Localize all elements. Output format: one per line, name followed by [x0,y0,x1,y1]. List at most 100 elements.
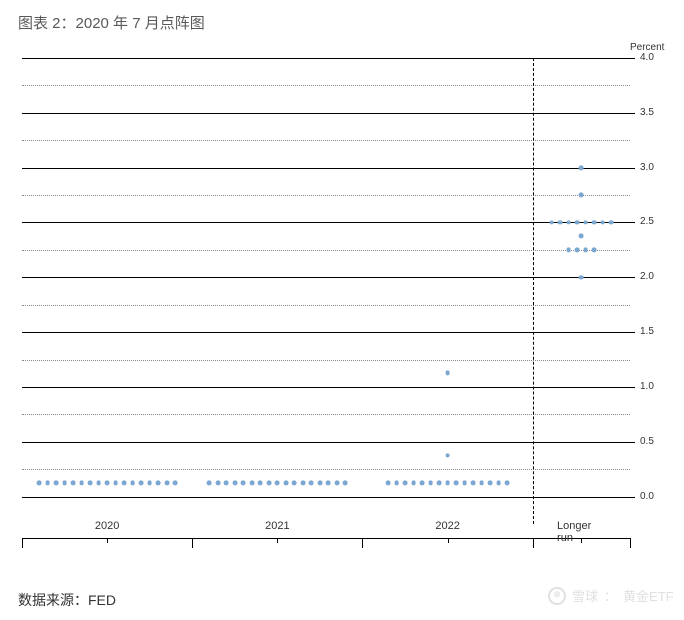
data-dot [88,480,93,485]
data-dot [592,247,597,252]
data-dot [579,165,584,170]
data-dot [130,480,135,485]
dot-plot-chart: 0.00.51.01.52.02.53.03.54.0202020212022L… [22,58,630,550]
y-tick-mark [630,222,635,223]
data-dot [156,480,161,485]
y-tick-mark [630,277,635,278]
gridline-minor [22,140,630,141]
chart-title: 图表 2：2020 年 7 月点阵图 [18,12,205,33]
data-dot [420,480,425,485]
x-tick-label: 2020 [95,520,119,532]
data-dot [549,220,554,225]
data-dot [394,480,399,485]
data-dot [45,480,50,485]
data-dot [575,247,580,252]
source-caption: 数据来源：FED [18,590,116,610]
data-dot [283,480,288,485]
data-dot [79,480,84,485]
x-axis-category-sep [533,538,534,548]
y-tick-label: 3.0 [640,162,654,173]
data-dot [224,480,229,485]
data-dot [558,220,563,225]
data-dot [241,480,246,485]
data-dot [335,480,340,485]
data-dot [445,480,450,485]
data-dot [266,480,271,485]
x-axis-category-sep [192,538,193,548]
data-dot [318,480,323,485]
gridline-minor [22,85,630,86]
gridline-major [22,387,630,388]
data-dot [462,480,467,485]
data-dot [583,220,588,225]
data-dot [232,480,237,485]
data-dot [96,480,101,485]
watermark-author: 黄金ETF [623,586,674,605]
data-dot [600,220,605,225]
data-dot [215,480,220,485]
watermark-sep: ： [604,586,617,605]
gridline-major [22,332,630,333]
y-tick-label: 0.5 [640,436,654,447]
data-dot [37,480,42,485]
data-dot [437,480,442,485]
data-dot [445,453,450,458]
data-dot [566,247,571,252]
data-dot [164,480,169,485]
gridline-minor [22,414,630,415]
gridline-major [22,277,630,278]
data-dot [566,220,571,225]
data-dot [386,480,391,485]
x-tick-mark [107,538,108,543]
x-tick-mark [277,538,278,543]
y-tick-label: 2.5 [640,216,654,227]
data-dot [139,480,144,485]
y-tick-mark [630,332,635,333]
gridline-minor [22,250,630,251]
data-dot [496,480,501,485]
watermark: ❄ 雪球 ： 黄金ETF [548,586,674,605]
gridline-major [22,442,630,443]
gridline-major [22,168,630,169]
snowball-icon: ❄ [548,587,566,605]
gridline-major [22,113,630,114]
data-dot [471,480,476,485]
data-dot [583,247,588,252]
x-tick-mark [448,538,449,543]
y-tick-label: 1.0 [640,381,654,392]
x-tick-label: 2022 [435,520,459,532]
data-dot [113,480,118,485]
data-dot [609,220,614,225]
data-dot [403,480,408,485]
y-tick-label: 1.5 [640,326,654,337]
data-dot [54,480,59,485]
x-tick-mark [581,538,582,543]
data-dot [275,480,280,485]
gridline-minor [22,360,630,361]
x-tick-label: 2021 [265,520,289,532]
data-dot [249,480,254,485]
data-dot [479,480,484,485]
gridline-minor [22,195,630,196]
y-tick-mark [630,442,635,443]
y-tick-mark [630,497,635,498]
x-axis-line [22,538,630,539]
y-tick-mark [630,387,635,388]
data-dot [592,220,597,225]
data-dot [105,480,110,485]
gridline-minor [22,469,630,470]
y-tick-label: 0.0 [640,491,654,502]
x-axis-category-sep [362,538,363,548]
data-dot [122,480,127,485]
data-dot [579,234,584,239]
data-dot [505,480,510,485]
y-tick-label: 4.0 [640,52,654,63]
x-axis-endcap [630,538,631,548]
category-separator [533,58,534,524]
data-dot [488,480,493,485]
y-tick-label: 3.5 [640,107,654,118]
data-dot [411,480,416,485]
data-dot [300,480,305,485]
y-tick-mark [630,58,635,59]
gridline-major [22,222,630,223]
